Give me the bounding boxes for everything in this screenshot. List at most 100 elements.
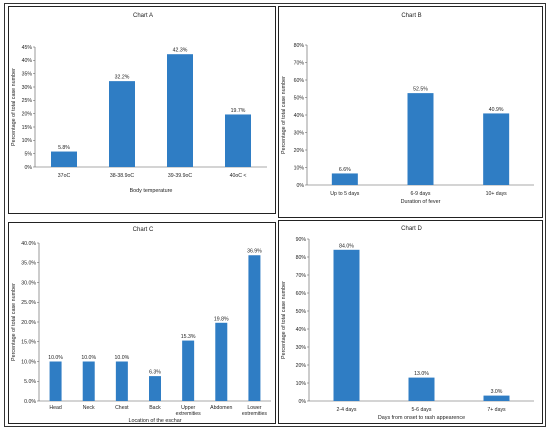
data-label: 32.2% [115,75,130,81]
bar [149,376,161,401]
y-tick-label: 0% [299,399,307,405]
y-tick-label: 5.0% [24,379,36,385]
y-tick-label: 70% [294,60,305,66]
data-label: 10.0% [114,355,129,361]
y-tick-label: 70% [296,273,307,279]
chart-title: Chart B [401,13,421,19]
y-tick-label: 0% [297,183,305,189]
y-tick-label: 40% [294,113,305,119]
y-tick-label: 30% [22,85,33,91]
y-tick-label: 40.0% [21,241,36,247]
y-tick-label: 35% [22,71,33,77]
data-label: 36.9% [247,249,262,255]
data-label: 6.6% [339,167,351,173]
y-tick-label: 30% [294,130,305,136]
x-tick-label: 2-4 days [337,407,357,413]
x-tick-label: Abdomen [210,405,232,411]
bar [331,173,358,185]
bar [182,340,195,401]
x-tick-label: Chest [115,405,129,411]
y-axis-title: Percentage of total case number [281,76,287,154]
x-axis-title: Body temperature [130,188,173,194]
data-label: 40.9% [489,107,504,113]
y-tick-label: 25.0% [21,300,36,306]
y-tick-label: 35.0% [21,261,36,267]
y-tick-label: 10% [22,138,33,144]
bar [215,322,228,401]
bar [483,113,510,185]
y-axis-title: Percentage of total case number [11,283,17,361]
y-tick-label: 80% [294,43,305,49]
y-tick-label: 60% [296,291,307,297]
data-label: 3.0% [491,389,503,395]
x-tick-label: Head [49,405,62,411]
chart-title: Chart A [133,13,153,19]
bar [248,255,261,401]
data-label: 10.0% [81,355,96,361]
bar [407,93,434,185]
x-axis-title: Duration of fever [401,199,441,205]
x-tick-label: 6-9 days [411,191,431,197]
y-tick-label: 20% [296,363,307,369]
y-axis-title: Percentage of total case number [11,68,17,146]
figure-frame [4,3,546,427]
y-tick-label: 40% [296,327,307,333]
data-label: 19.8% [214,316,229,322]
chart-c-panel: Chart C 0.0% 5.0% 10.0% 15.0% 20.0% 25.0% 30.0%… [8,222,276,424]
data-label: 6.3% [149,370,161,376]
y-tick-label: 90% [296,237,307,243]
y-tick-label: 20.0% [21,320,36,326]
y-tick-label: 20% [22,111,33,117]
x-tick-label: Lower extremities [242,405,267,417]
bar [483,395,510,401]
y-tick-label: 5% [25,151,33,157]
x-tick-label: 5-6 days [412,407,432,413]
x-tick-label: 37oC [58,173,71,179]
x-tick-label: 39-39.9oC [168,173,192,179]
chart-a: Chart A 0% 5% 10% 15% 20% 25% 30% 35% 40% 45% Perce… [11,13,267,194]
y-tick-label: 40% [22,58,33,64]
bar [49,361,62,401]
y-tick-label: 30% [296,345,307,351]
chart-title: Chart C [133,227,154,233]
data-label: 52.5% [413,87,428,93]
data-label: 10.0% [48,355,63,361]
bar [225,114,251,167]
bar [82,361,95,401]
chart-d-panel: Chart D 0% 10% 20% 30% 40% 50% 60% 70% 80% 90% Perc… [278,220,543,424]
data-label: 84.0% [339,243,354,249]
bar [333,249,360,401]
x-tick-label: Back [149,405,161,411]
data-label: 5.8% [58,145,70,151]
y-tick-label: 50% [296,309,307,315]
y-axis-title: Percentage of total case number [281,281,287,359]
data-label: 19.7% [231,108,246,114]
y-tick-label: 10.0% [21,359,36,365]
y-tick-label: 45% [22,45,33,51]
chart-title: Chart D [401,226,422,232]
y-tick-label: 15.0% [21,340,36,346]
chart-b: Chart B 0% 10% 20% 30% 40% 50% 60% 70% 80% Percent… [281,13,534,205]
y-tick-label: 60% [294,78,305,84]
chart-c: Chart C 0.0% 5.0% 10.0% 15.0% 20.0% 25.0% 30.0%… [11,227,271,424]
y-tick-label: 50% [294,95,305,101]
chart-b-panel: Chart B 0% 10% 20% 30% 40% 50% 60% 70% 80% Percent… [278,6,543,218]
data-label: 42.3% [173,48,188,54]
x-tick-label: Upper extremities [176,405,201,417]
y-tick-label: 10% [296,381,307,387]
x-tick-label: Up to 5 days [330,191,360,197]
x-tick-label: 7+ days [487,407,506,413]
chart-d: Chart D 0% 10% 20% 30% 40% 50% 60% 70% 80% 90% Perc… [281,226,534,421]
data-label: 15.3% [181,334,196,340]
y-tick-label: 20% [294,148,305,154]
bar [167,54,193,168]
x-tick-label: 40oC < [230,173,247,179]
y-tick-label: 0.0% [24,399,36,405]
bar [51,151,77,167]
bar [408,377,435,401]
x-axis-title: Days from onset to rash appearence [378,415,465,421]
bar [109,81,135,167]
y-tick-label: 25% [22,98,33,104]
y-tick-label: 30.0% [21,280,36,286]
x-tick-label: 38-38.9oC [110,173,134,179]
